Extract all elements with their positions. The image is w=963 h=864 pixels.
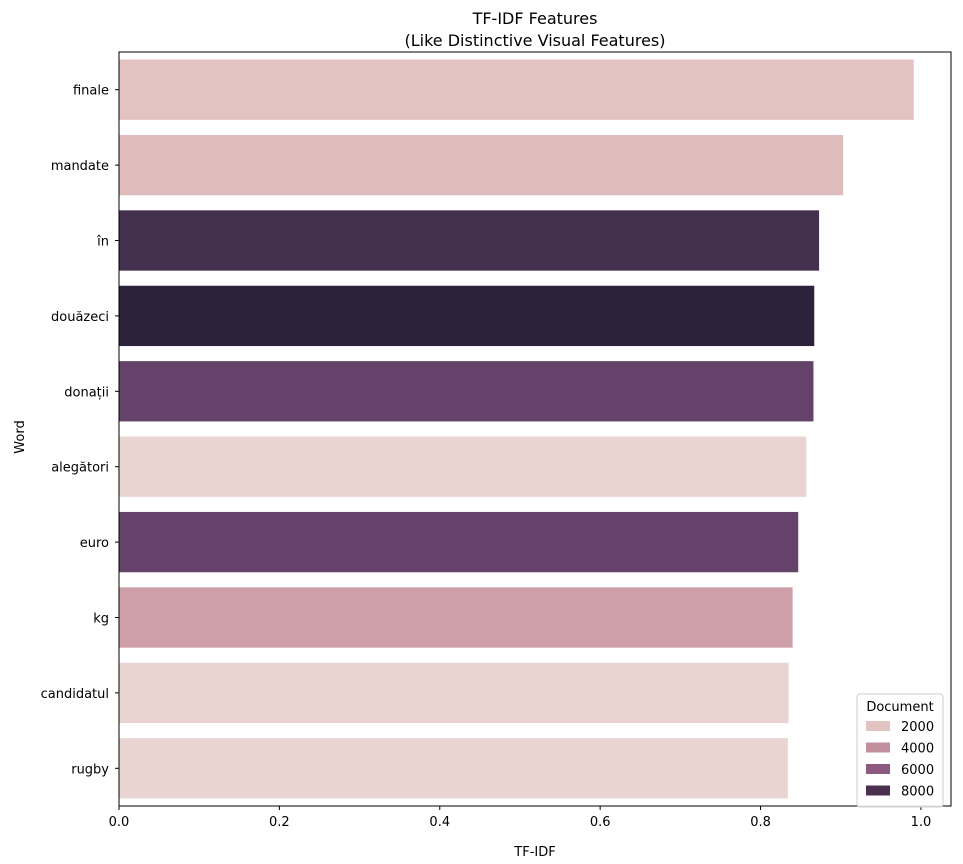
bar-8 [119,662,789,724]
y-tick-label: euro [80,536,109,551]
x-tick-label: 1.0 [911,815,932,830]
legend-entries: 2000 4000 6000 8000 [866,720,934,800]
bar-3 [119,285,815,347]
bar-1 [119,134,844,196]
legend: Document 2000 4000 6000 8000 [856,693,944,808]
legend-swatch [866,764,890,774]
x-tick-label: 0.6 [590,815,611,830]
y-axis-ticks: finale mandate în douăzeci donații alegători e… [41,84,119,777]
x-tick-label: 0.0 [109,815,130,830]
x-tick-label: 0.2 [269,815,290,830]
x-axis-label: TF-IDF [513,845,555,860]
y-tick-label: kg [93,612,109,627]
legend-label: 4000 [901,742,934,757]
x-axis-ticks: 0.0 0.2 0.4 0.6 0.8 1.0 [109,806,932,830]
y-tick-label: rugby [71,762,109,777]
legend-swatch [866,785,890,796]
plot-frame [118,51,952,807]
legend-label: 8000 [901,785,934,800]
bar-9 [119,738,788,799]
legend-swatch [866,742,890,753]
y-tick-label: alegători [51,461,109,476]
y-tick-label: candidatul [41,687,109,702]
bar-6 [119,511,799,573]
legend-swatch [866,721,890,731]
y-axis-label: Word [13,420,28,453]
y-tick-label: în [96,235,109,250]
x-tick-label: 0.8 [750,815,771,830]
bar-7 [119,587,793,648]
y-tick-label: mandate [51,159,109,174]
bar-0 [119,59,914,120]
legend-label: 2000 [901,720,934,735]
x-tick-label: 0.4 [429,815,450,830]
legend-label: 6000 [901,763,934,778]
y-tick-label: finale [73,84,109,99]
bar-4 [119,361,814,422]
bar-2 [119,210,820,271]
y-tick-label: donații [64,385,109,400]
legend-title: Document [866,700,933,715]
y-tick-label: douăzeci [51,310,109,325]
bar-5 [119,436,807,497]
bars-group [119,59,914,799]
chart-title: TF-IDF Features [472,9,598,28]
chart-subtitle: (Like Distinctive Visual Features) [405,31,666,50]
